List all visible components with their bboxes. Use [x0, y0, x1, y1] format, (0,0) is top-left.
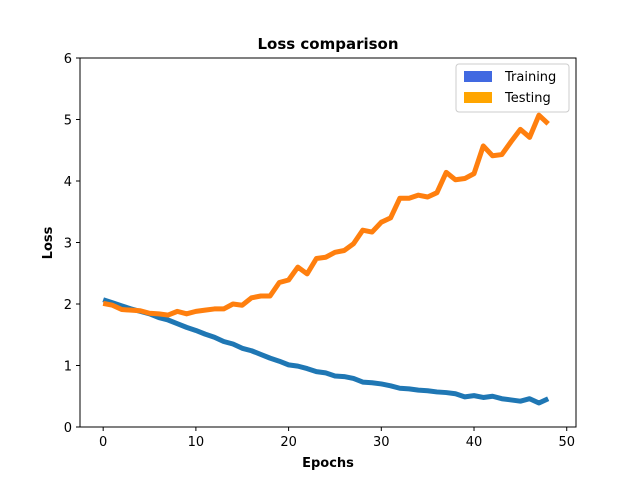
- x-tick-label: 20: [280, 435, 297, 450]
- y-axis-label: Loss: [41, 226, 56, 259]
- series-line-testing: [102, 112, 550, 318]
- legend: Training Testing: [455, 63, 570, 113]
- legend-label-testing: Testing: [504, 91, 551, 106]
- x-tick-label: 30: [373, 435, 390, 450]
- x-tick-label: 10: [188, 435, 205, 450]
- y-tick-label: 2: [64, 298, 72, 313]
- y-tick-label: 5: [64, 114, 72, 129]
- x-tick-label: 40: [466, 435, 483, 450]
- y-tick-label: 1: [64, 360, 72, 375]
- axis-ticks: 0 10 20 30 40 50 0 1 2 3 4 5 6: [64, 52, 575, 450]
- chart-title: Loss comparison: [257, 35, 398, 53]
- y-tick-label: 4: [64, 175, 72, 190]
- y-tick-label: 3: [64, 237, 72, 252]
- legend-label-training: Training: [504, 70, 556, 85]
- x-tick-label: 50: [558, 435, 575, 450]
- legend-swatch-training: [464, 71, 492, 82]
- y-tick-label: 6: [64, 52, 72, 67]
- series-line-training: [102, 297, 550, 406]
- plot-area: [79, 57, 577, 428]
- y-tick-label: 0: [64, 421, 72, 436]
- x-axis-label: Epochs: [302, 456, 354, 471]
- legend-swatch-testing: [464, 92, 492, 103]
- x-tick-label: 0: [99, 435, 107, 450]
